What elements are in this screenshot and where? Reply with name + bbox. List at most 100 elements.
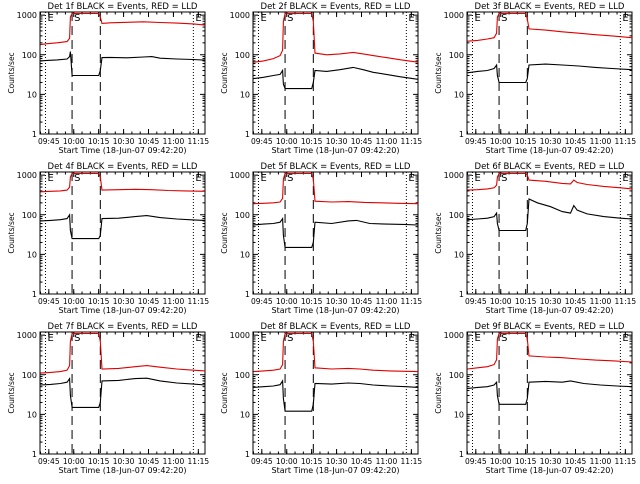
marker-label: E <box>622 333 628 344</box>
y-tick-label: 1000 <box>230 11 250 20</box>
plot-title: Det 7f BLACK = Events, RED = LLD <box>48 322 198 332</box>
x-tick-label: 10:45 <box>565 457 587 466</box>
x-tick-label: 10:00 <box>63 137 85 146</box>
x-axis-label: Start Time (18-Jun-07 09:42:20) <box>486 466 614 475</box>
plot-frame <box>252 331 419 455</box>
x-tick-label: 11:00 <box>376 297 398 306</box>
marker-label: E <box>47 173 53 184</box>
y-tick-label: 10 <box>454 250 464 259</box>
x-tick-label: 09:45 <box>251 297 273 306</box>
plot-frame <box>252 11 419 135</box>
y-tick-label: 1 <box>245 450 250 459</box>
x-tick-label: 10:15 <box>515 137 537 146</box>
detector-plot-8: Det 8f BLACK = Events, RED = LLD 1 10 100 10… <box>220 322 422 475</box>
y-tick-label: 100 <box>22 211 37 220</box>
plot-title: Det 4f BLACK = Events, RED = LLD <box>48 162 198 172</box>
y-tick-label: 10 <box>454 410 464 419</box>
x-tick-label: 10:30 <box>113 457 135 466</box>
x-axis-label: Start Time (18-Jun-07 09:42:20) <box>59 466 187 475</box>
y-tick-label: 100 <box>235 51 250 60</box>
y-axis-label: Counts/sec <box>7 52 16 93</box>
x-tick-label: 09:45 <box>251 457 273 466</box>
x-tick-label: 11:15 <box>615 137 637 146</box>
series-events <box>467 63 633 84</box>
marker-label: E <box>260 173 266 184</box>
y-tick-label: 100 <box>22 51 37 60</box>
x-tick-label: 09:45 <box>251 137 273 146</box>
y-tick-label: 1000 <box>444 331 464 340</box>
marker-label: S <box>501 333 507 344</box>
x-tick-label: 11:00 <box>590 137 612 146</box>
x-tick-label: 11:15 <box>188 457 210 466</box>
y-tick-label: 1 <box>459 450 464 459</box>
plot-title: Det 8f BLACK = Events, RED = LLD <box>261 322 411 332</box>
plot-title: Det 6f BLACK = Events, RED = LLD <box>475 162 625 172</box>
y-axis-label: Counts/sec <box>220 52 229 93</box>
y-tick-label: 1 <box>32 450 37 459</box>
x-tick-label: 09:45 <box>38 297 60 306</box>
x-tick-label: 11:15 <box>615 297 637 306</box>
y-axis-label: Counts/sec <box>434 372 443 413</box>
x-tick-label: 09:45 <box>38 137 60 146</box>
marker-label: S <box>501 173 507 184</box>
x-tick-label: 11:15 <box>401 457 423 466</box>
y-tick-label: 100 <box>449 371 464 380</box>
x-axis-label: Start Time (18-Jun-07 09:42:20) <box>272 146 400 155</box>
plot-frame <box>466 11 633 135</box>
x-tick-label: 10:30 <box>540 457 562 466</box>
y-tick-label: 10 <box>27 410 37 419</box>
x-tick-label: 11:00 <box>163 137 185 146</box>
marker-label: S <box>287 173 293 184</box>
series-lld <box>40 172 206 193</box>
marker-label: E <box>47 13 53 24</box>
y-tick-label: 1 <box>459 130 464 139</box>
plot-frame <box>252 171 419 295</box>
y-tick-label: 1000 <box>17 171 37 180</box>
x-tick-label: 11:15 <box>188 137 210 146</box>
x-tick-label: 10:45 <box>138 457 160 466</box>
x-tick-label: 10:15 <box>88 297 110 306</box>
x-tick-label: 09:45 <box>465 297 487 306</box>
y-tick-label: 100 <box>235 371 250 380</box>
x-tick-label: 10:00 <box>276 137 298 146</box>
marker-label: S <box>501 13 507 24</box>
y-tick-label: 10 <box>240 90 250 99</box>
x-tick-label: 10:15 <box>301 457 323 466</box>
series-events <box>253 66 419 90</box>
series-events <box>253 216 419 248</box>
plot-frame <box>466 331 633 455</box>
plot-frame <box>39 11 206 135</box>
marker-label: E <box>195 13 201 24</box>
x-tick-label: 10:30 <box>113 137 135 146</box>
marker-label: E <box>195 173 201 184</box>
x-tick-label: 10:30 <box>540 137 562 146</box>
series-events <box>253 379 419 412</box>
series-lld <box>467 172 633 191</box>
detector-plot-9: Det 9f BLACK = Events, RED = LLD 1 10 100 10… <box>434 322 636 475</box>
marker-label: E <box>408 13 414 24</box>
y-axis-label: Counts/sec <box>220 372 229 413</box>
x-tick-label: 10:15 <box>301 137 323 146</box>
x-axis-label: Start Time (18-Jun-07 09:42:20) <box>486 146 614 155</box>
x-tick-label: 11:00 <box>163 297 185 306</box>
series-lld <box>467 12 633 42</box>
x-tick-label: 11:15 <box>401 297 423 306</box>
y-tick-label: 1000 <box>17 331 37 340</box>
x-axis-label: Start Time (18-Jun-07 09:42:20) <box>59 146 187 155</box>
y-tick-label: 10 <box>240 250 250 259</box>
y-tick-label: 1 <box>32 290 37 299</box>
x-tick-label: 09:45 <box>38 457 60 466</box>
y-tick-label: 1000 <box>444 11 464 20</box>
plot-title: Det 3f BLACK = Events, RED = LLD <box>475 2 625 12</box>
x-tick-label: 10:00 <box>276 457 298 466</box>
x-tick-label: 10:30 <box>113 297 135 306</box>
detector-plot-7: Det 7f BLACK = Events, RED = LLD 1 10 100 10… <box>7 322 209 475</box>
y-axis-label: Counts/sec <box>7 212 16 253</box>
x-tick-label: 10:45 <box>351 457 373 466</box>
y-axis-label: Counts/sec <box>7 372 16 413</box>
x-tick-label: 10:30 <box>326 137 348 146</box>
x-axis-label: Start Time (18-Jun-07 09:42:20) <box>272 306 400 315</box>
marker-label: S <box>74 333 80 344</box>
x-tick-label: 10:15 <box>88 457 110 466</box>
detector-plot-6: Det 6f BLACK = Events, RED = LLD 1 10 100 10… <box>434 162 636 315</box>
